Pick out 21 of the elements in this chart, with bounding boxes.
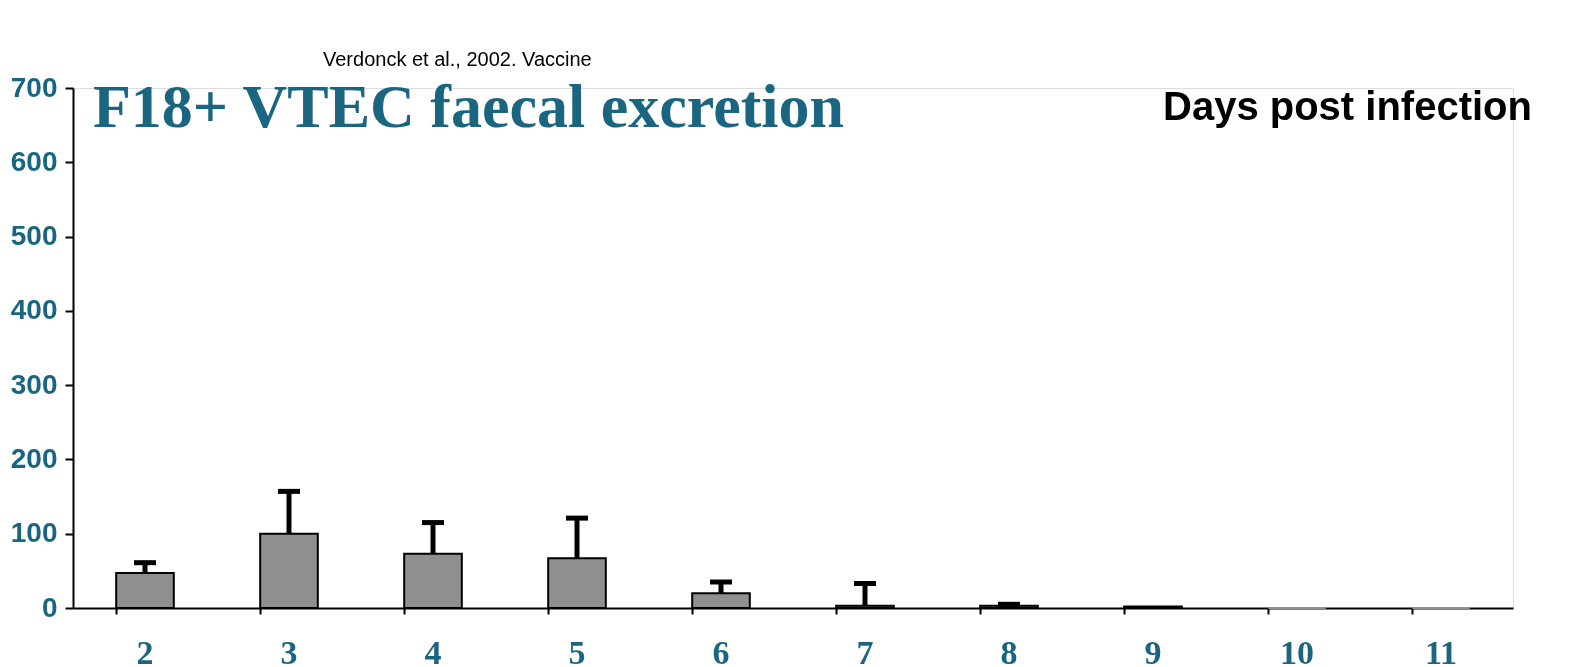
x-tick-label: 2	[136, 633, 154, 667]
y-tick-label: 300	[10, 368, 58, 400]
x-tick-label: 4	[424, 633, 442, 667]
x-tick-label: 5	[568, 633, 586, 667]
y-tick-label: 700	[10, 71, 58, 103]
x-tick-label: 10	[1280, 633, 1314, 667]
y-tick-label: 100	[10, 517, 58, 549]
chart-title: F18+ VTEC faecal excretion	[93, 72, 845, 140]
y-tick-label: 200	[10, 442, 58, 474]
y-tick-label: 400	[10, 294, 58, 326]
x-tick-label: 9	[1144, 633, 1162, 667]
y-tick-label: 600	[10, 145, 58, 177]
y-tick-label: 500	[10, 220, 58, 252]
x-tick-label: 11	[1424, 633, 1458, 667]
y-tick-label: 0	[41, 591, 58, 623]
x-tick-label: 6	[712, 633, 730, 667]
x-axis-title: Days post infection	[1163, 84, 1532, 128]
x-tick-label: 8	[1000, 633, 1018, 667]
x-tick-label: 3	[280, 633, 298, 667]
text: Verdonck et al., 2002. Vaccine	[323, 48, 592, 70]
x-tick-label: 7	[856, 633, 874, 667]
